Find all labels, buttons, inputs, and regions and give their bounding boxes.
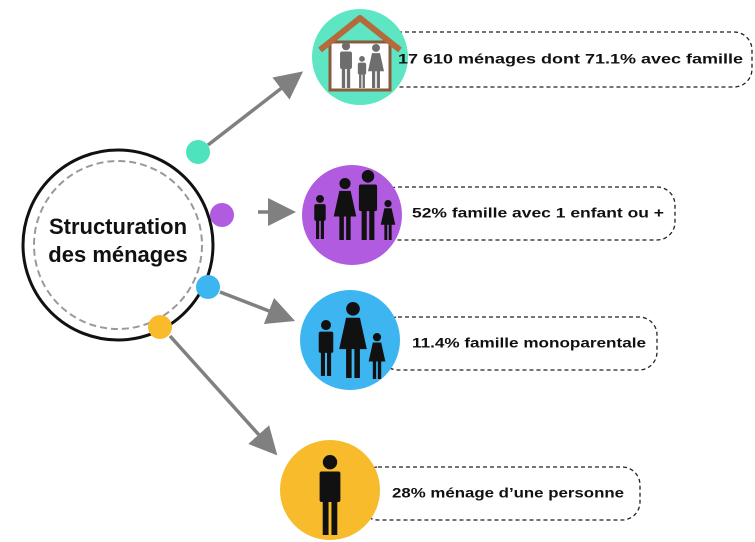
icon-part <box>359 56 365 62</box>
text-box <box>379 186 676 241</box>
icon-part <box>346 346 352 378</box>
icon-part <box>340 51 352 70</box>
icon-part <box>346 213 351 240</box>
arrow <box>168 334 278 456</box>
icon-part <box>367 53 385 72</box>
icon-part <box>320 220 325 239</box>
icon-part <box>327 352 332 376</box>
dot <box>148 315 172 339</box>
dot <box>210 203 234 227</box>
icon-part <box>341 42 351 51</box>
icon-part <box>368 342 386 362</box>
icon-part <box>318 331 334 353</box>
icon-part <box>339 317 367 350</box>
icon-part <box>362 74 365 88</box>
icon-part <box>320 320 332 331</box>
dot <box>186 140 210 164</box>
icon-part <box>359 74 362 88</box>
arrow <box>206 71 304 147</box>
item-text: 52% famille avec 1 enfant ou + <box>412 205 664 221</box>
icon-part <box>331 501 338 535</box>
item-text: 17 610 ménages dont 71.1% avec famille <box>398 51 743 67</box>
icon-part <box>319 471 341 502</box>
icon-part <box>320 352 325 376</box>
icon-part <box>333 190 357 217</box>
icon-part <box>346 302 360 316</box>
icon-part <box>372 44 380 52</box>
icon-part <box>384 223 388 240</box>
icon-part <box>371 69 376 88</box>
item-text: 11.4% famille monoparentale <box>412 335 646 351</box>
icon-part <box>372 359 377 379</box>
icon-part <box>361 170 375 183</box>
dot <box>196 275 220 299</box>
icon-part <box>339 178 351 190</box>
icon-part <box>357 62 367 75</box>
item-text: 28% ménage d’une personne <box>392 485 624 501</box>
icon-part <box>380 208 396 225</box>
icon-part <box>377 359 382 379</box>
icon-part <box>361 210 367 240</box>
icon-part <box>369 210 375 240</box>
icon-part <box>372 333 382 342</box>
icon-part <box>314 204 326 221</box>
icon-part <box>322 455 338 470</box>
people-icons <box>314 42 396 535</box>
icon-part <box>339 213 344 240</box>
center-circle <box>21 148 215 342</box>
icon-part <box>341 68 346 88</box>
center-label: des ménages <box>48 242 187 267</box>
icon-part <box>315 220 320 239</box>
icon-part <box>322 501 329 535</box>
icon-part <box>358 184 378 212</box>
arrows <box>168 71 304 456</box>
icon-part <box>354 346 360 378</box>
icon-part <box>384 200 392 208</box>
icon-part <box>388 223 392 240</box>
arrow <box>219 290 296 325</box>
icon-part <box>316 195 324 203</box>
center-dashed-ring <box>33 160 203 330</box>
icon-part <box>346 68 351 88</box>
center-label: Structuration <box>49 214 187 239</box>
icon-part <box>376 69 381 88</box>
